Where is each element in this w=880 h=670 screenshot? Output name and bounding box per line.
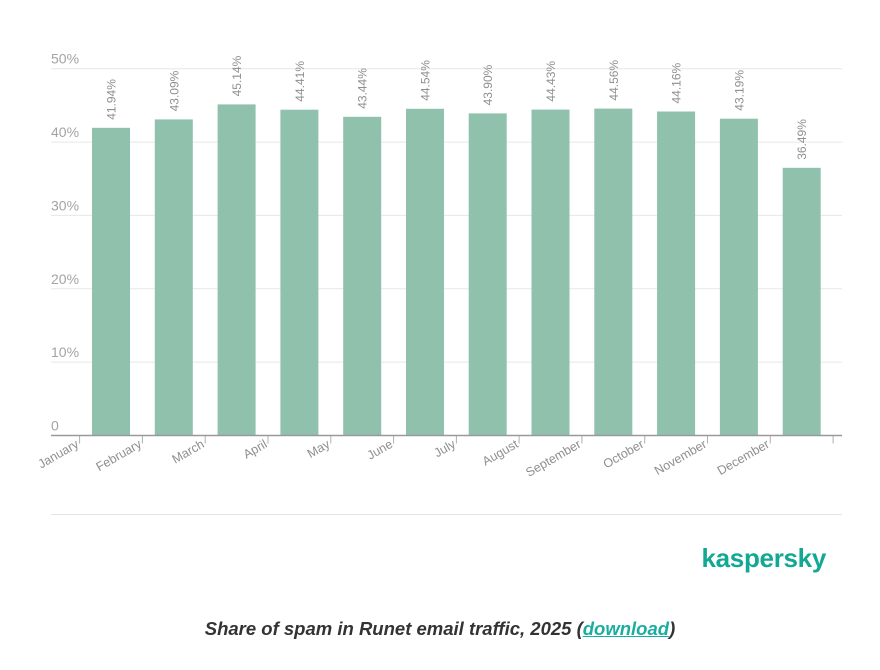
svg-text:44.43%: 44.43% [544,61,558,102]
svg-text:44.41%: 44.41% [293,61,307,102]
svg-text:43.19%: 43.19% [732,70,746,111]
svg-text:July: July [432,437,459,461]
svg-text:30%: 30% [51,197,79,213]
svg-text:20%: 20% [51,271,79,287]
svg-text:May: May [305,437,333,461]
svg-text:December: December [715,437,772,478]
svg-text:43.90%: 43.90% [481,64,495,105]
svg-text:43.09%: 43.09% [167,70,181,111]
svg-text:June: June [365,437,396,463]
svg-text:50%: 50% [51,51,79,67]
svg-text:April: April [241,437,270,462]
svg-text:44.54%: 44.54% [419,60,433,101]
svg-text:August: August [480,437,521,469]
svg-text:41.94%: 41.94% [105,79,119,120]
svg-text:November: November [652,437,709,478]
svg-text:10%: 10% [51,344,79,360]
svg-text:40%: 40% [51,124,79,140]
svg-text:44.56%: 44.56% [607,60,621,101]
svg-text:February: February [94,437,145,475]
svg-text:0: 0 [51,418,59,434]
svg-text:March: March [170,437,207,467]
svg-text:43.44%: 43.44% [356,68,370,109]
svg-text:36.49%: 36.49% [795,119,809,160]
svg-text:January: January [36,437,82,472]
svg-text:September: September [523,437,583,480]
svg-text:45.14%: 45.14% [230,55,244,96]
svg-text:October: October [601,437,647,471]
svg-text:44.16%: 44.16% [670,62,684,103]
